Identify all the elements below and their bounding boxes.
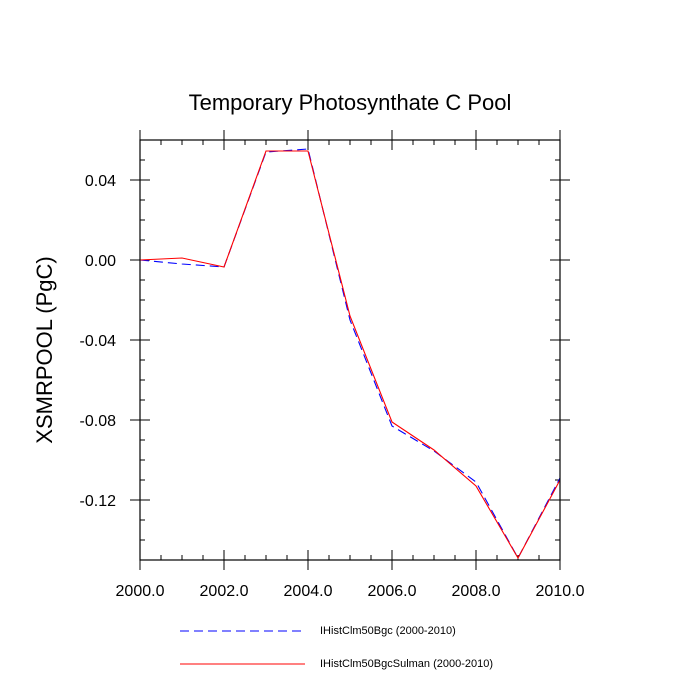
x-tick-label: 2002.0 — [200, 583, 249, 600]
y-tick-label: -0.04 — [80, 333, 117, 350]
series-line-2 — [139, 150, 561, 560]
series-line-1 — [139, 148, 561, 560]
series-lines — [139, 148, 561, 560]
y-axis-label: XSMRPOOL (PgC) — [32, 256, 57, 443]
x-tick-label: 2000.0 — [116, 583, 165, 600]
x-tick-label: 2008.0 — [452, 583, 501, 600]
plot-frame — [139, 139, 561, 561]
axis-tick-labels: 2000.0 2002.0 2004.0 2006.0 2008.0 2010.0 0.04… — [80, 173, 585, 600]
legend: IHistClm50Bgc (2000-2010) IHistClm50BgcSu… — [180, 625, 493, 670]
x-tick-label: 2004.0 — [284, 583, 333, 600]
y-tick-label: 0.04 — [85, 173, 116, 190]
y-tick-label: 0.00 — [85, 253, 116, 270]
x-tick-label: 2006.0 — [368, 583, 417, 600]
y-tick-label: -0.12 — [80, 493, 117, 510]
x-tick-label: 2010.0 — [536, 583, 585, 600]
chart-title: Temporary Photosynthate C Pool — [189, 90, 512, 115]
axis-ticks — [130, 130, 570, 570]
legend-label-2: IHistClm50BgcSulman (2000-2010) — [320, 658, 493, 670]
legend-label-1: IHistClm50Bgc (2000-2010) — [320, 625, 456, 637]
y-tick-label: -0.08 — [80, 413, 117, 430]
